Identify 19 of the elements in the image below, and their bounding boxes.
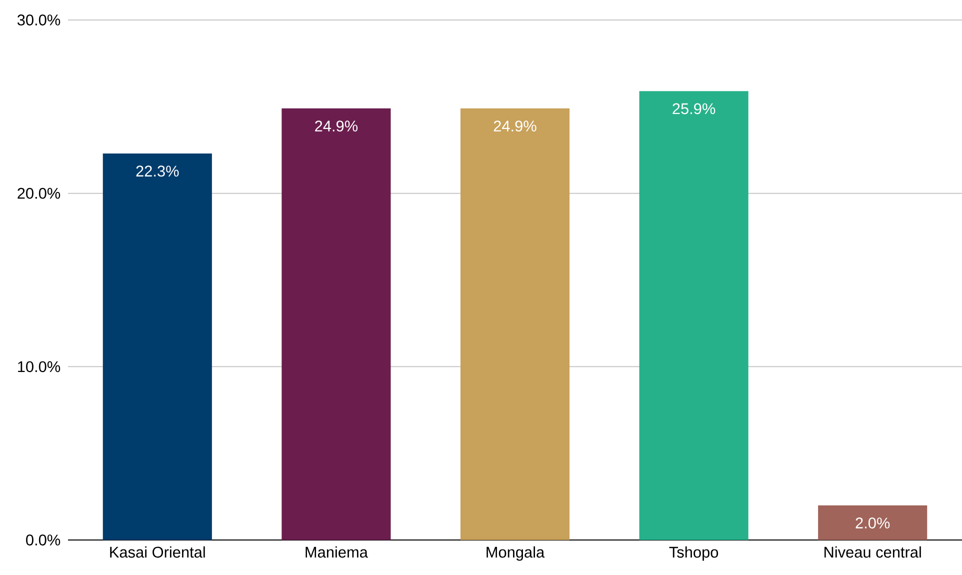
bar [102, 153, 212, 540]
y-tick-label: 10.0% [18, 361, 60, 372]
data-label: 25.9% [672, 103, 716, 114]
x-tick-label: Mongala [486, 546, 545, 561]
data-label: 24.9% [494, 120, 536, 132]
x-tick-label: Tshopo [669, 546, 718, 561]
data-label: 2.0% [856, 518, 890, 528]
x-tick-label: Maniema [306, 546, 368, 558]
x-tick-label: Niveau central [824, 546, 921, 558]
bar [282, 108, 391, 540]
bar [818, 505, 928, 540]
y-tick-label: 20.0% [18, 188, 60, 199]
y-tick-label: 0.0% [26, 534, 60, 546]
x-tick-label: Kasai Oriental [110, 546, 205, 558]
bar [460, 108, 570, 540]
data-label: 24.9% [315, 120, 358, 132]
data-label: 22.3% [136, 166, 179, 177]
bar [639, 91, 748, 540]
y-tick-label: 30.0% [17, 14, 60, 26]
